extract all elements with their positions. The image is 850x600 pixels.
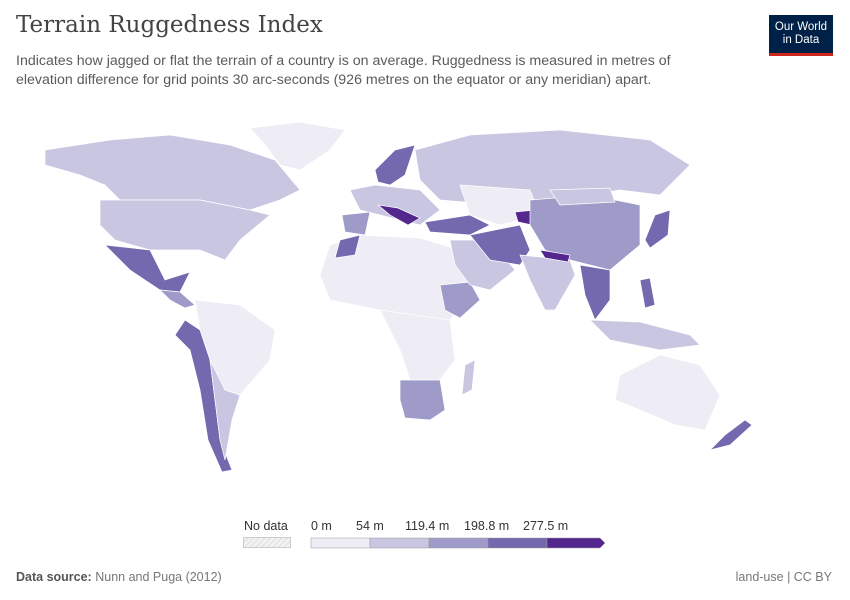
subtitle: Indicates how jagged or flat the terrain… [16, 53, 671, 88]
region-southern-africa[interactable] [399, 379, 446, 421]
legend-swatch-3[interactable] [487, 537, 548, 549]
region-himalaya[interactable] [539, 249, 571, 263]
legend-bin-label-1: 54 m [356, 519, 384, 533]
page-title: Terrain Ruggedness Index [16, 12, 323, 38]
legend-bin-label-4: 277.5 m [523, 519, 569, 533]
region-japan[interactable] [644, 209, 671, 249]
region-alps-balkans[interactable] [376, 204, 421, 226]
region-russia[interactable] [414, 129, 691, 206]
region-argentina[interactable] [209, 359, 241, 461]
region-usa[interactable] [99, 199, 271, 261]
legend-no-data-label: No data [244, 519, 288, 533]
region-central-africa[interactable] [379, 309, 456, 381]
region-scandinavia[interactable] [374, 144, 416, 186]
region-australia[interactable] [614, 354, 721, 431]
region-india[interactable] [519, 254, 576, 311]
license-link[interactable]: land-use | CC BY [735, 570, 832, 584]
region-turkey-middle-east[interactable] [424, 214, 491, 236]
region-philippines[interactable] [639, 277, 656, 309]
region-madagascar[interactable] [461, 359, 476, 396]
region-indonesia[interactable] [589, 319, 701, 351]
source-label: Data source: [16, 570, 92, 584]
legend-bin-label-2: 119.4 m [405, 519, 450, 533]
legend-bin-label-3: 198.8 m [464, 519, 510, 533]
region-southeast-asia[interactable] [579, 264, 611, 321]
region-morocco[interactable] [334, 234, 361, 259]
region-mexico[interactable] [104, 244, 191, 293]
region-canada-alaska[interactable] [44, 134, 301, 211]
legend-swatch-4[interactable] [546, 537, 606, 549]
region-mongolia[interactable] [549, 187, 616, 206]
world-map[interactable] [0, 110, 850, 510]
region-andes[interactable] [174, 319, 233, 473]
data-source: Data source: Nunn and Puga (2012) [16, 570, 222, 584]
legend-color-scale [310, 537, 606, 549]
region-new-zealand[interactable] [708, 419, 753, 451]
source-name: Nunn and Puga (2012) [95, 570, 222, 584]
region-greenland[interactable] [249, 121, 346, 171]
region-ethiopia[interactable] [439, 281, 481, 319]
region-europe-west[interactable] [349, 184, 441, 226]
owid-logo[interactable]: Our World in Data [769, 15, 833, 56]
legend-swatch-2[interactable] [428, 537, 489, 549]
region-iberia[interactable] [341, 211, 371, 236]
logo-text: Our World in Data [774, 21, 828, 46]
legend-swatch-1[interactable] [369, 537, 430, 549]
region-central-america[interactable] [159, 289, 196, 309]
legend-swatch-0[interactable] [310, 537, 371, 549]
legend-no-data-swatch [243, 537, 291, 548]
legend-bin-label-0: 0 m [311, 519, 332, 533]
